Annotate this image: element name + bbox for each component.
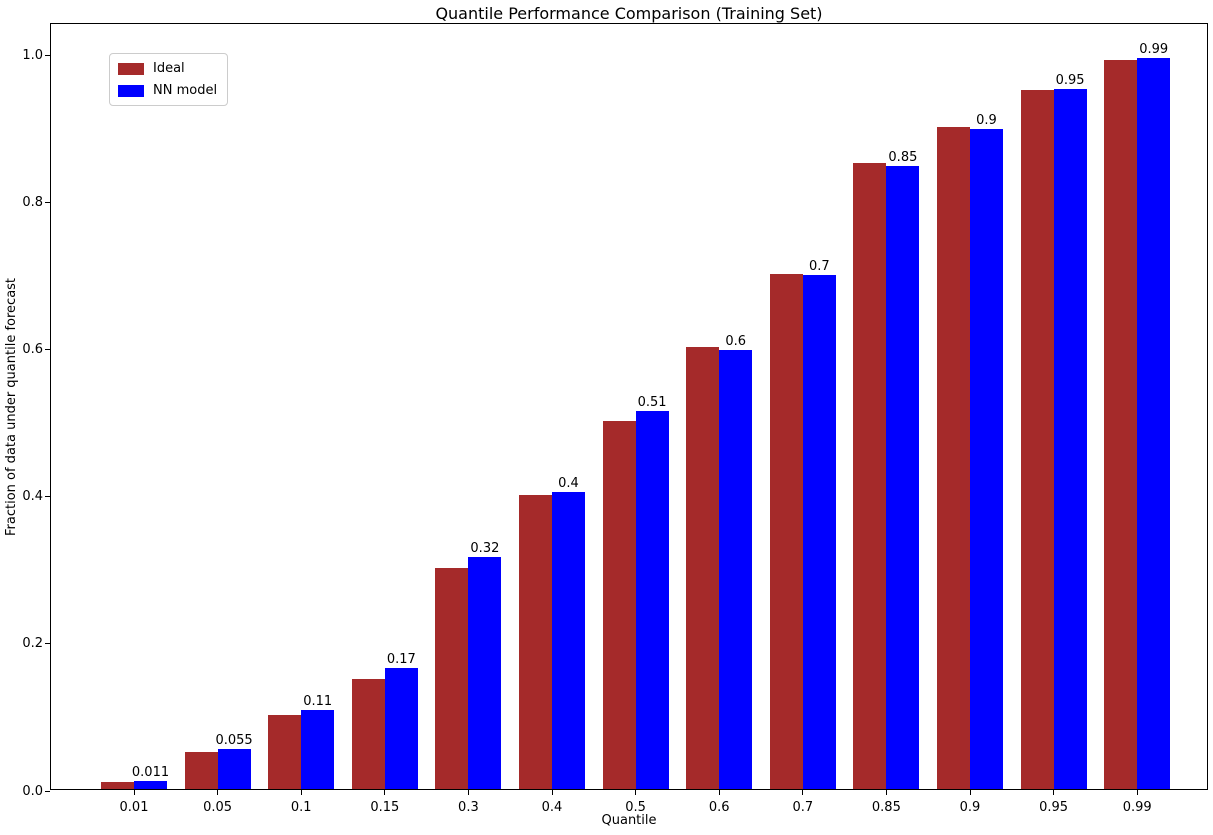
bar-value-label: 0.32 [470,541,500,557]
legend: Ideal NN model [109,53,229,106]
x-axis-tick [467,790,469,795]
bar-value-label: 0.7 [808,259,830,275]
bar-ideal [1020,89,1054,789]
legend-label-ideal: Ideal [153,61,185,76]
bar-value-label: 0.055 [215,732,253,748]
bar-nn-model [384,667,418,789]
bar-ideal [268,715,302,789]
x-axis-tick-label: 0.05 [203,800,233,815]
x-axis-label: Quantile [601,813,657,828]
x-axis-tick [802,790,804,795]
bar-ideal [1104,60,1138,789]
bar-nn-model [719,349,753,789]
x-axis-tick [1136,790,1138,795]
x-axis-tick [217,790,219,795]
y-axis-label: Fraction of data under quantile forecast [4,277,19,536]
y-axis-tick-label: 0.6 [22,341,43,357]
x-axis-tick [133,790,135,795]
x-axis-tick [969,790,971,795]
bar-ideal [769,273,803,789]
legend-label-nn-model: NN model [153,83,218,98]
bar-ideal [435,568,469,789]
bar-nn-model [301,710,335,789]
plot-area: Ideal NN model 0.0 0.2 0.4 0.6 0.8 1.0 0.01 0.0… [22,23,1208,815]
bar-nn-model [134,780,167,789]
y-axis-tick-label: 0.4 [22,489,43,505]
x-axis-tick-label: 0.85 [871,800,901,815]
x-axis-tick-label: 0.15 [370,800,400,815]
bar-nn-model [217,748,251,789]
x-axis-tick [718,790,720,795]
x-axis-tick [384,790,386,795]
bar-value-label: 0.4 [558,476,579,492]
legend-swatch-nn-model-icon [118,84,144,97]
y-axis-tick-label: 0.8 [22,194,43,210]
bar-ideal [519,494,552,789]
x-axis-tick-label: 0.95 [1039,800,1069,815]
x-axis-tick-label: 0.1 [290,800,312,815]
bar-value-label: 0.17 [386,651,416,667]
y-axis-tick-label: 1.0 [22,47,43,63]
legend-item-nn-model: NN model [118,83,217,98]
y-axis-tick [45,54,50,56]
bar-nn-model [802,275,836,789]
y-axis-tick-label: 0.2 [22,636,43,652]
y-axis-tick [45,643,50,645]
bar-nn-model [1053,89,1087,789]
bar-value-label: 0.6 [725,333,747,349]
x-axis-tick [300,790,302,795]
y-axis-tick [45,496,50,498]
bar-ideal [853,163,887,789]
bar-value-label: 0.95 [1055,73,1085,89]
chart-title: Quantile Performance Comparison (Trainin… [435,4,823,23]
bar-ideal [184,752,218,789]
legend-item-ideal: Ideal [118,61,217,76]
bar-ideal [686,347,720,789]
bar-nn-model [552,492,585,789]
x-axis-tick-label: 0.01 [119,800,149,815]
bar-value-label: 0.85 [888,149,918,165]
x-axis-tick [551,790,553,795]
bar-value-label: 0.9 [976,112,997,128]
y-axis-tick [45,348,50,350]
bar-nn-model [468,557,502,789]
bar-value-label: 0.99 [1139,42,1169,58]
y-axis-tick [45,201,50,203]
x-axis-tick-label: 0.9 [959,800,981,815]
bar-ideal [101,781,134,789]
bar-nn-model [1137,58,1171,789]
y-axis-tick-label: 0.0 [22,783,43,799]
x-axis-tick-label: 0.7 [792,800,814,815]
bar-ideal [937,126,970,789]
x-axis-tick-label: 0.99 [1122,800,1152,815]
bar-ideal [351,678,385,789]
bar-value-label: 0.011 [131,764,170,780]
bar-value-label: 0.11 [303,694,333,710]
x-axis-tick [1053,790,1055,795]
x-axis-tick-label: 0.3 [458,800,479,815]
bar-ideal [602,421,636,789]
bar-nn-model [970,128,1003,789]
y-axis-tick [45,790,50,792]
x-axis-tick-label: 0.5 [625,800,646,815]
legend-swatch-ideal-icon [118,62,144,75]
bar-nn-model [886,165,920,789]
x-axis-tick [885,790,887,795]
x-axis-tick-label: 0.4 [541,800,563,815]
bar-value-label: 0.51 [637,395,667,411]
x-axis-tick-label: 0.6 [708,800,730,815]
x-axis-tick [635,790,637,795]
bar-nn-model [635,411,669,789]
